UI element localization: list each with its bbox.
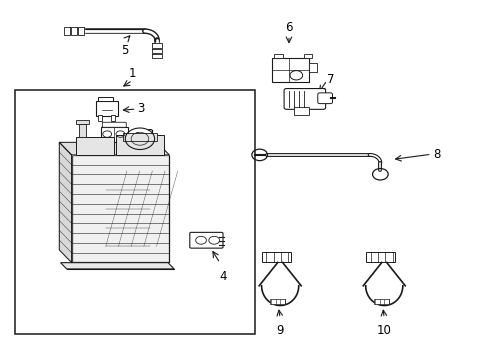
- Bar: [79, 125, 86, 137]
- Bar: [272, 58, 309, 82]
- Text: 3: 3: [138, 103, 145, 116]
- Polygon shape: [59, 142, 169, 155]
- Text: 4: 4: [219, 270, 227, 283]
- FancyBboxPatch shape: [96, 101, 118, 116]
- Bar: [374, 300, 389, 304]
- Bar: [98, 116, 102, 121]
- Text: 6: 6: [285, 21, 293, 35]
- Bar: [123, 134, 157, 140]
- Text: 1: 1: [129, 67, 136, 80]
- Polygon shape: [71, 27, 77, 35]
- Bar: [294, 107, 309, 116]
- Bar: [111, 116, 115, 121]
- Bar: [274, 54, 283, 58]
- Polygon shape: [78, 27, 84, 35]
- FancyBboxPatch shape: [102, 122, 126, 127]
- Text: 10: 10: [377, 324, 392, 337]
- Text: 8: 8: [433, 148, 441, 161]
- Bar: [270, 300, 285, 304]
- Bar: [98, 97, 113, 101]
- Bar: [304, 54, 313, 58]
- Text: 7: 7: [327, 73, 335, 86]
- Polygon shape: [152, 49, 162, 53]
- Polygon shape: [152, 43, 162, 48]
- FancyBboxPatch shape: [190, 232, 223, 248]
- Polygon shape: [59, 142, 72, 262]
- Bar: [309, 63, 318, 72]
- Bar: [101, 127, 128, 141]
- FancyBboxPatch shape: [318, 93, 332, 104]
- Bar: [76, 137, 114, 155]
- Text: 2: 2: [147, 128, 154, 141]
- Text: 9: 9: [276, 324, 284, 337]
- Text: 5: 5: [121, 44, 128, 58]
- Polygon shape: [152, 54, 162, 58]
- Bar: [15, 90, 255, 334]
- Bar: [72, 155, 169, 262]
- Bar: [76, 120, 89, 125]
- FancyBboxPatch shape: [284, 89, 326, 109]
- Bar: [116, 135, 164, 155]
- Polygon shape: [61, 263, 174, 269]
- Bar: [262, 252, 291, 262]
- Bar: [366, 252, 395, 262]
- Polygon shape: [64, 27, 70, 35]
